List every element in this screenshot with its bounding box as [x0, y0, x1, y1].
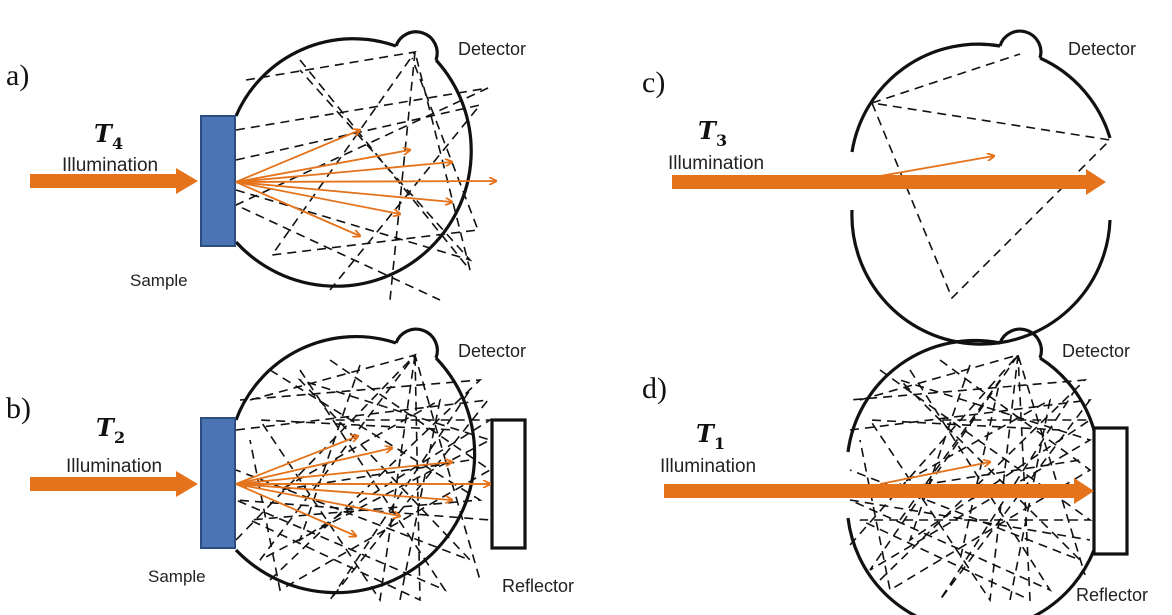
panel-d-detector — [998, 327, 1043, 359]
panel-b-detector-label: Detector — [458, 341, 526, 361]
panel-a-t-subscript: 4 — [112, 134, 123, 153]
panel-a-t-symbol: T — [94, 119, 114, 148]
panel-c-t-symbol: T — [698, 116, 718, 145]
panel-c-detector-label: Detector — [1068, 39, 1136, 59]
panel-a-illumination-label: Illumination — [62, 155, 158, 176]
panel-b-scattered-rays — [235, 436, 490, 536]
panel-c-t-subscript: 3 — [716, 131, 727, 150]
panel-c-beam-arrowhead — [1086, 169, 1106, 195]
panel-d-t-symbol: T — [696, 419, 716, 448]
panel-a-detector — [394, 30, 439, 61]
panel-b: b) T 2 Illumination Detector Sample Refl… — [6, 327, 574, 603]
panel-c-scattered-ray — [879, 156, 994, 177]
panel-b-reflector-label: Reflector — [502, 576, 574, 596]
panel-a-sample — [200, 115, 236, 247]
panel-d-t-subscript: 1 — [714, 434, 725, 453]
panel-c-sphere — [850, 42, 1001, 153]
panel-d-dashed-paths — [849, 353, 1093, 603]
panel-b-dashed-paths — [235, 353, 493, 603]
panel-b-beam-arrowhead — [176, 471, 198, 497]
panel-b-sample — [200, 417, 236, 549]
panel-a-beam-arrowhead — [176, 168, 198, 194]
panel-d-label: d) — [642, 372, 667, 405]
panel-d-detector-label: Detector — [1062, 341, 1130, 361]
panel-c-illumination-label: Illumination — [668, 153, 764, 174]
panel-b-detector — [394, 327, 439, 359]
panel-c-label: c) — [642, 66, 665, 99]
panel-d-illumination-label: Illumination — [660, 456, 756, 477]
panel-a-scattered-rays — [235, 130, 496, 236]
panel-b-reflector — [490, 418, 527, 550]
panel-d-reflector-label: Reflector — [1076, 585, 1148, 605]
panel-a-sample-label: Sample — [130, 271, 188, 290]
panel-c: c) T 3 Illumination Detector — [642, 29, 1136, 346]
panel-a-dashed-paths — [234, 50, 489, 301]
panel-d: d) T 1 Illumination Detector Reflector — [642, 327, 1148, 615]
panel-b-illumination-label: Illumination — [66, 456, 162, 477]
panel-c-detector — [998, 29, 1043, 59]
panel-d-scattered-ray — [879, 462, 990, 485]
panel-d-sphere — [846, 338, 1001, 453]
panel-a-label: a) — [6, 59, 29, 92]
panel-d-reflector — [1092, 426, 1129, 556]
panel-b-label: b) — [6, 392, 31, 425]
panel-b-sphere — [234, 335, 397, 421]
panel-b-t-subscript: 2 — [114, 428, 125, 447]
panel-a-detector-label: Detector — [458, 39, 526, 59]
panel-b-sample-label: Sample — [148, 567, 206, 586]
panel-a: a) T 4 Illumination Detector Sample — [6, 30, 526, 301]
panel-b-t-symbol: T — [96, 413, 116, 442]
panel-a-sphere — [234, 37, 397, 117]
panel-c-dashed-paths — [871, 53, 1112, 300]
panel-d-beam-arrowhead — [1074, 478, 1094, 504]
